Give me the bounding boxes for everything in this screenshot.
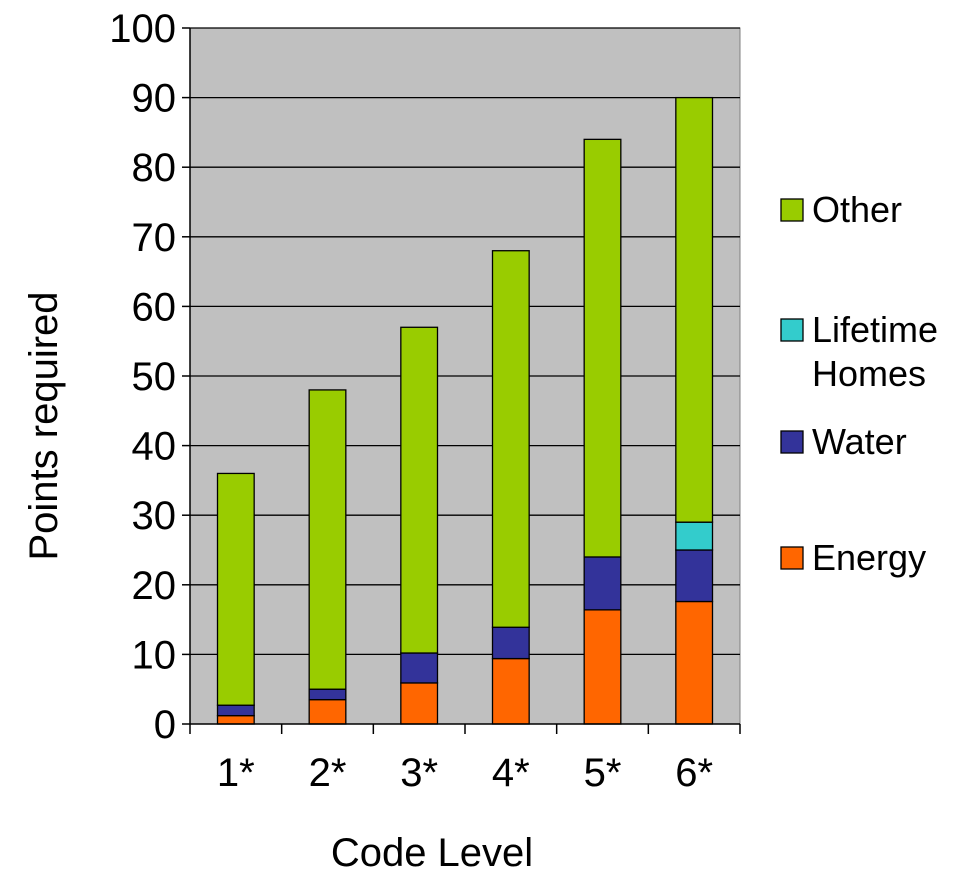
x-tick-label: 1* bbox=[217, 751, 255, 795]
y-tick-label: 100 bbox=[109, 7, 176, 51]
legend-swatch-energy bbox=[780, 546, 804, 570]
x-tick-label: 2* bbox=[309, 751, 347, 795]
bars bbox=[216, 96, 714, 725]
y-axis-title: Points required bbox=[22, 291, 66, 560]
x-tick-label: 5* bbox=[584, 751, 622, 795]
bar-segment-other bbox=[491, 250, 530, 628]
bar-segment-water bbox=[400, 652, 439, 684]
x-axis-title: Code Level bbox=[331, 831, 533, 873]
y-tick-label: 40 bbox=[132, 425, 177, 469]
gridlines bbox=[190, 27, 740, 656]
y-tick-label: 20 bbox=[132, 564, 177, 608]
legend-swatch-water bbox=[780, 430, 804, 454]
legend-swatch-other bbox=[780, 198, 804, 222]
y-tick-label: 80 bbox=[132, 146, 177, 190]
bar-segment-water bbox=[216, 704, 255, 717]
bar-segment-lifetime-homes bbox=[675, 521, 714, 551]
y-tick-label: 90 bbox=[132, 77, 177, 121]
x-tick-label: 3* bbox=[400, 751, 438, 795]
y-tick-label: 10 bbox=[132, 633, 177, 677]
bar-segment-other bbox=[675, 96, 714, 523]
bar-segment-energy bbox=[491, 657, 530, 725]
y-axis: 0 10 20 30 40 50 60 70 80 90 100 bbox=[109, 7, 191, 747]
y-tick-label: 60 bbox=[132, 285, 177, 329]
x-tick-label: 4* bbox=[492, 751, 530, 795]
legend: Other Lifetime Homes Water Energy bbox=[780, 189, 938, 578]
y-tick-label: 70 bbox=[132, 216, 177, 260]
y-tick-label: 30 bbox=[132, 494, 177, 538]
bar-segment-other bbox=[308, 389, 347, 690]
bar-segment-water bbox=[491, 626, 530, 660]
y-tick-label: 50 bbox=[132, 355, 177, 399]
x-axis: 1* 2* 3* 4* 5* 6* bbox=[189, 723, 741, 795]
bar-segment-energy bbox=[216, 714, 255, 725]
legend-label-water: Water bbox=[812, 421, 907, 462]
y-tick-label: 0 bbox=[154, 703, 176, 747]
legend-label-energy: Energy bbox=[812, 537, 926, 578]
bar-segment-water bbox=[583, 556, 622, 611]
bar-segment-energy bbox=[675, 600, 714, 725]
legend-label-other: Other bbox=[812, 189, 902, 230]
bar-segment-energy bbox=[400, 682, 439, 725]
bar-segment-water bbox=[308, 688, 347, 701]
bar-segment-energy bbox=[583, 609, 622, 725]
bar-segment-other bbox=[400, 326, 439, 654]
legend-label-lifetime-homes: Lifetime Homes bbox=[812, 309, 938, 394]
bar-segment-energy bbox=[308, 698, 347, 725]
bar-segment-water bbox=[675, 549, 714, 603]
legend-swatch-lifetime-homes bbox=[780, 318, 804, 342]
bar-segment-other bbox=[583, 138, 622, 558]
bar-segment-other bbox=[216, 472, 255, 706]
x-tick-label: 6* bbox=[675, 751, 713, 795]
